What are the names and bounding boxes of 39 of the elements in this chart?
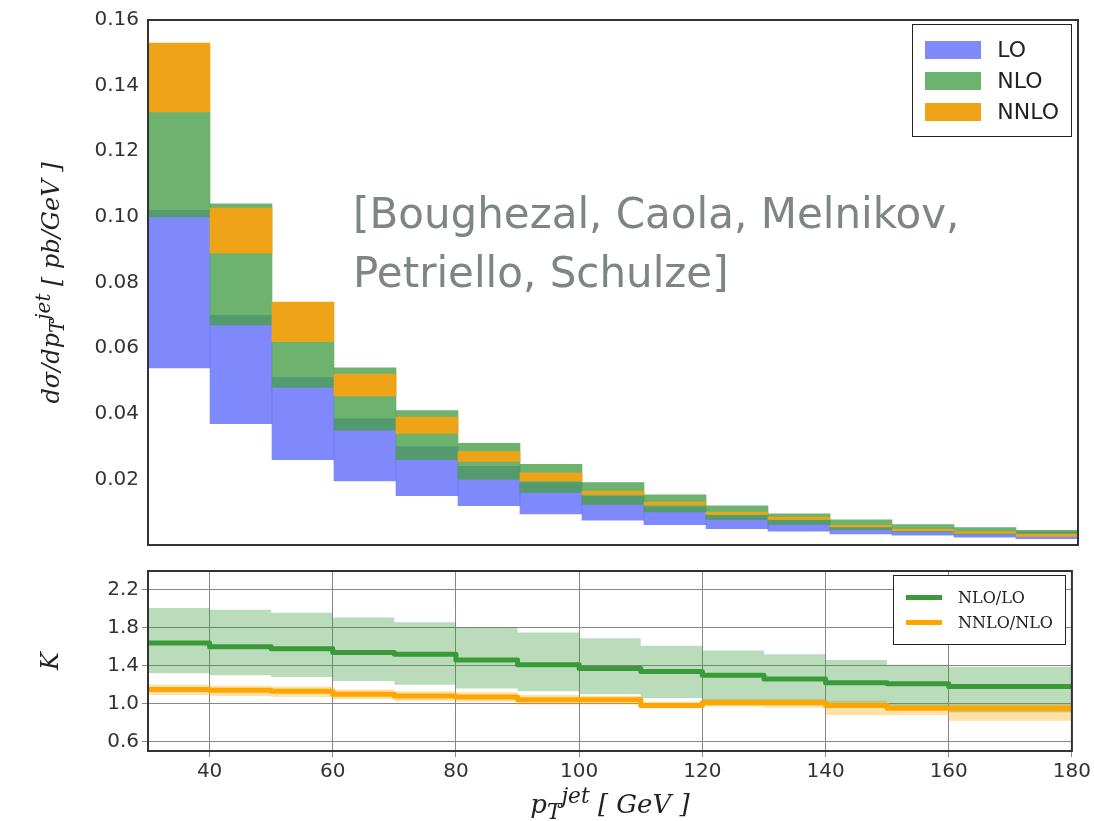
legend-label: NLO [997, 68, 1043, 93]
y-tick-label: 0.14 [94, 71, 139, 96]
y-tick-label: 0.02 [94, 465, 139, 490]
bar [581, 490, 645, 495]
bar [333, 373, 397, 397]
bar [271, 301, 335, 342]
bar [457, 451, 521, 462]
y-tick-label: 0.10 [94, 203, 139, 228]
y-tick-label: 0.08 [94, 268, 139, 293]
x-tick-label: 160 [929, 758, 968, 783]
bar [148, 42, 211, 113]
x-tick-label: 180 [1052, 758, 1092, 783]
y-tick-label: 2.2 [107, 576, 139, 601]
legend-label: NNLO/NLO [958, 613, 1053, 632]
x-tick-label: 140 [806, 758, 845, 783]
x-tick-label: 40 [196, 758, 223, 783]
bar [767, 516, 831, 520]
annotation: [Boughezal, Caola, Melnikov, Petriello, Schulze] [353, 188, 961, 299]
y-tick-label: 1.8 [107, 614, 139, 639]
x-tick-label: 80 [443, 758, 469, 783]
bar [209, 207, 273, 254]
y-tick-label: 1.4 [107, 651, 139, 676]
legend-label: NLO/LO [958, 588, 1025, 607]
y-tick-label: 0.06 [94, 334, 139, 359]
y-tick-label: 0.12 [94, 137, 139, 162]
x-tick-label: 100 [560, 758, 599, 783]
y-tick-label: 0.6 [107, 727, 139, 752]
y-tick-label: 0.16 [94, 6, 139, 31]
y-tick-label: 1.0 [107, 689, 139, 714]
x-axis-title: p$_{T}$$^{jet}$ [ GeV ] [530, 783, 690, 821]
legend-label: NNLO [997, 99, 1059, 124]
y-tick-label: 0.04 [94, 399, 139, 424]
x-tick-label: 60 [320, 758, 346, 783]
y-axis-title: K [36, 652, 64, 670]
bar [395, 416, 459, 434]
legend-label: LO [997, 37, 1027, 62]
bar [519, 472, 583, 482]
x-tick-label: 120 [683, 758, 722, 783]
bar [705, 511, 769, 515]
